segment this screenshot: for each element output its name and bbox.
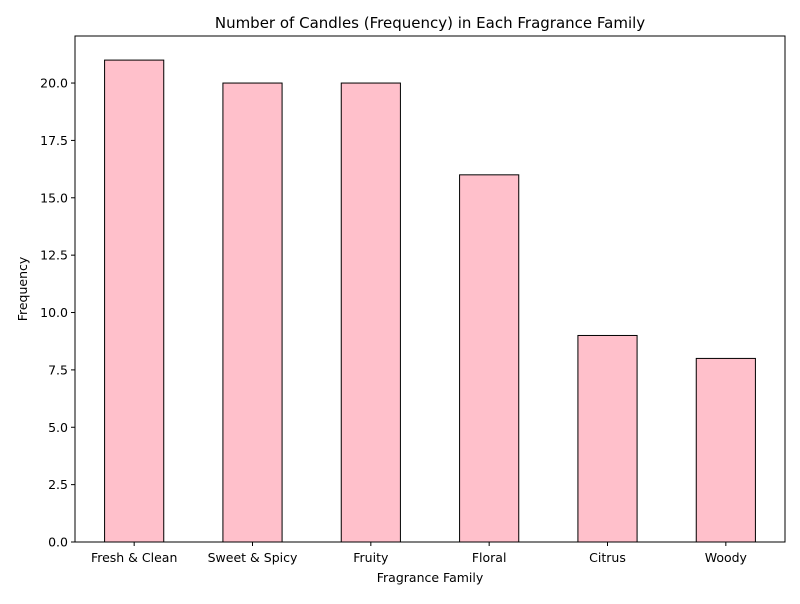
bar-4 [577,334,638,543]
y-tick-label-0: 0.0 [48,535,68,550]
x-axis-label: Fragrance Family [377,570,484,585]
plot-frame [74,35,786,543]
y-axis: 0.0 2.5 5.0 7.5 10.0 12.5 15.0 17.5 20.0 [40,76,75,550]
x-tick-label-4: Citrus [589,550,626,565]
bar-5 [695,357,756,543]
x-tick-label-3: Floral [472,550,507,565]
y-axis-label: Frequency [15,256,30,321]
x-tick-label-1: Sweet & Spicy [208,550,298,565]
y-tick-label-2: 5.0 [48,420,68,435]
x-tick-label-2: Fruity [353,550,389,565]
x-tick-label-5: Woody [705,550,748,565]
bar-3 [459,174,520,543]
x-tick-label-0: Fresh & Clean [91,550,177,565]
y-tick-label-6: 15.0 [40,190,68,205]
y-tick-label-8: 20.0 [40,76,68,91]
y-tick-label-7: 17.5 [40,133,68,148]
chart-title: Number of Candles (Frequency) in Each Fr… [215,14,645,32]
y-tick-label-1: 2.5 [48,477,68,492]
bar-0 [104,59,165,543]
bar-2 [340,82,401,543]
y-tick-label-5: 12.5 [40,248,68,263]
bars-group [104,59,756,543]
y-tick-label-3: 7.5 [48,362,68,377]
x-axis: Fresh & Clean Sweet & Spicy Fruity Floral Ci… [91,542,748,565]
bar-1 [222,82,283,543]
y-tick-label-4: 10.0 [40,305,68,320]
